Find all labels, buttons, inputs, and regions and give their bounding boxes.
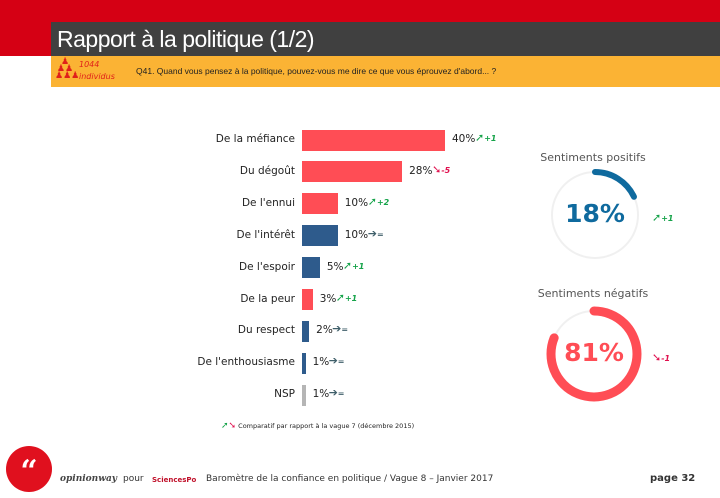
legend: ➚➘ Comparatif par rapport à la vague 7 (… [221, 421, 415, 431]
bar-value: 10% [344, 196, 369, 209]
bar-delta: ➔= [367, 226, 384, 240]
sample-size: 1044 individus [79, 60, 115, 81]
bar-value: 28% [409, 164, 433, 177]
bar-delta: ➚+1 [342, 258, 365, 272]
bar [302, 225, 338, 247]
bar-value: 5% [326, 260, 344, 273]
bar-label: De l'espoir [239, 260, 295, 273]
bar-label: De la méfiance [215, 133, 295, 145]
negative-title: Sentiments négatifs [537, 287, 649, 300]
positive-delta: ➚+1 [652, 211, 674, 224]
bar-value: 2% [316, 324, 333, 337]
bar-delta: ➘-5 [432, 162, 451, 176]
pour-text: pour [123, 474, 144, 484]
bar-delta: ➔= [328, 386, 345, 400]
negative-donut [546, 306, 642, 402]
bar [302, 257, 320, 279]
opinionway-logo: “ [6, 446, 52, 492]
donut-arc [546, 306, 642, 402]
question-bar: ♟ ♟♟ ♟♟♟ 1044 individus Q41. Quand vous pen… [51, 56, 720, 87]
negative-value: 81% [564, 338, 624, 367]
bar-label: Du respect [237, 324, 295, 337]
bar-delta: ➚+1 [475, 131, 497, 144]
page-title: Rapport à la politique (1/2) [57, 26, 315, 52]
bar-delta: ➔= [328, 354, 345, 368]
bar-delta: ➚+2 [367, 194, 390, 208]
bar [302, 193, 338, 215]
bar-delta: ➚+1 [335, 290, 358, 304]
bar-value: 3% [319, 292, 337, 305]
bar-label: De l'intérêt [236, 228, 296, 241]
bar-value: 1% [312, 388, 330, 401]
up-down-arrows-icon: ➚ [221, 421, 229, 431]
bar-value: 40% [452, 133, 476, 145]
bar [302, 320, 310, 342]
bar-label: De l'ennui [241, 196, 295, 209]
bar-label: De la peur [240, 292, 295, 305]
positive-title: Sentiments positifs [540, 151, 646, 164]
footer-text: Baromètre de la confiance en politique /… [206, 474, 494, 484]
bar-label: De l'enthousiasme [197, 356, 295, 369]
positive-value: 18% [565, 199, 625, 228]
positive-donut [549, 169, 641, 261]
people-pyramid-icon: ♟ ♟♟ ♟♟♟ [55, 57, 80, 81]
partner-logo: SciencesPo [152, 476, 197, 484]
question-text: Q41. Quand vous pensez à la politique, p… [136, 66, 497, 76]
bar-label: Du dégoût [239, 164, 295, 177]
negative-delta: ➘-1 [652, 351, 671, 364]
bar [302, 161, 403, 183]
title-bar: Rapport à la politique (1/2) [51, 22, 720, 56]
brand-logo: opinionway [60, 474, 118, 484]
bar-label: NSP [274, 388, 295, 401]
bar [302, 289, 313, 310]
bar [302, 352, 306, 374]
bar [302, 129, 445, 151]
bar-value: 10% [344, 228, 369, 241]
bar-value: 1% [312, 356, 330, 369]
bar [302, 384, 306, 406]
bar-delta: ➔= [332, 322, 349, 336]
page-number: page 32 [650, 473, 696, 484]
donut-arc [549, 169, 641, 261]
